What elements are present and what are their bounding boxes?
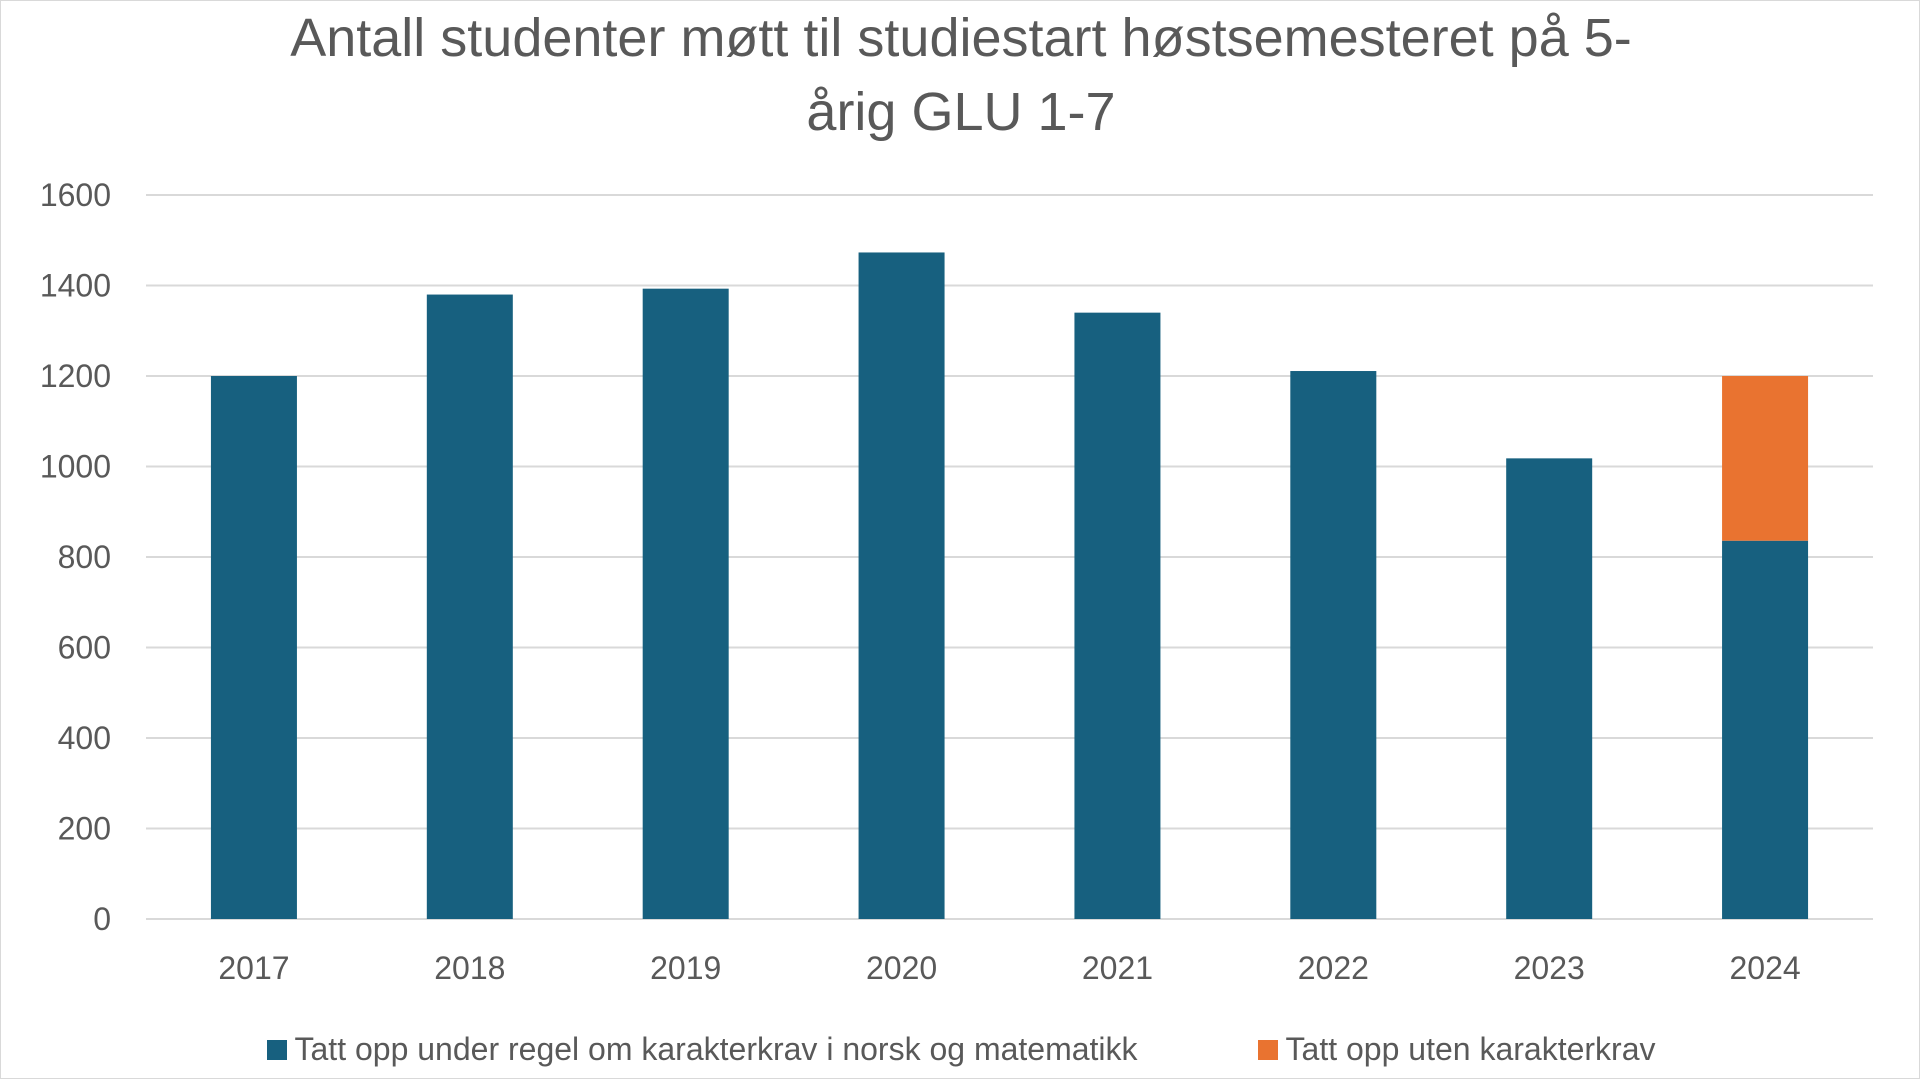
y-tick-label-800: 800 [58, 539, 111, 575]
chart-title-line-1: Antall studenter møtt til studiestart hø… [290, 8, 1632, 68]
y-tick-label-0: 0 [93, 901, 111, 937]
legend-item-series-2[interactable]: Tatt opp uten karakterkrav [1257, 1031, 1656, 1068]
legend-label-series-1: Tatt opp under regel om karakterkrav i n… [294, 1031, 1138, 1067]
bar-2024-series-1[interactable] [1722, 540, 1809, 919]
y-tick-label-200: 200 [58, 811, 111, 847]
x-tick-label-2023: 2023 [1514, 950, 1585, 986]
chart-title-line-2: årig GLU 1-7 [806, 82, 1116, 142]
y-tick-label-1600: 1600 [40, 177, 111, 213]
y-tick-label-1000: 1000 [40, 449, 111, 485]
bar-2017-series-1[interactable] [210, 376, 297, 919]
x-axis-tick-labels: 2017 2018 2019 2020 2021 2022 2023 2024 [218, 950, 1800, 986]
bar-2023-series-1[interactable] [1506, 458, 1593, 919]
x-tick-label-2021: 2021 [1082, 950, 1153, 986]
x-tick-label-2019: 2019 [650, 950, 721, 986]
bar-2024-series-2[interactable] [1722, 376, 1809, 541]
x-tick-label-2018: 2018 [434, 950, 505, 986]
legend-swatch-series-2 [1257, 1039, 1278, 1060]
legend-swatch-series-1 [266, 1039, 287, 1060]
y-tick-label-1200: 1200 [40, 358, 111, 394]
x-tick-label-2024: 2024 [1729, 950, 1800, 986]
bar-2019-series-1[interactable] [642, 288, 729, 920]
y-tick-label-400: 400 [58, 720, 111, 756]
bar-2020-series-1[interactable] [858, 252, 945, 919]
y-tick-label-1400: 1400 [40, 268, 111, 304]
gridlines [146, 194, 1873, 920]
legend-label-series-2: Tatt opp uten karakterkrav [1285, 1031, 1656, 1067]
x-tick-label-2020: 2020 [866, 950, 937, 986]
chart-title: Antall studenter møtt til studiestart hø… [161, 1, 1761, 149]
x-tick-label-2022: 2022 [1298, 950, 1369, 986]
bar-2018-series-1[interactable] [426, 294, 513, 919]
bars [210, 252, 1809, 920]
legend-item-series-1[interactable]: Tatt opp under regel om karakterkrav i n… [266, 1031, 1138, 1068]
y-tick-label-600: 600 [58, 630, 111, 666]
y-axis-tick-labels: 0 200 400 600 800 1000 1200 1400 1600 [40, 177, 111, 937]
bar-2022-series-1[interactable] [1290, 371, 1377, 920]
x-tick-label-2017: 2017 [218, 950, 289, 986]
legend: Tatt opp under regel om karakterkrav i n… [1, 1031, 1920, 1068]
bar-2021-series-1[interactable] [1074, 312, 1161, 919]
